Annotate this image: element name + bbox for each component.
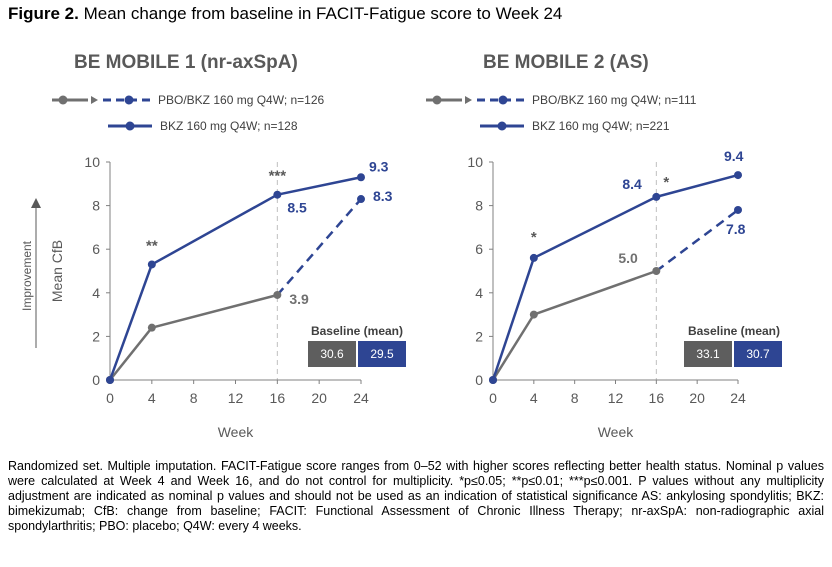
series-bkz-point <box>357 173 365 182</box>
x-tick-label: 0 <box>489 390 497 406</box>
data-label-pbo: 8.3 <box>373 188 393 204</box>
series-bkz-segment <box>533 195 657 260</box>
baseline-title-2: Baseline (mean) <box>687 324 781 338</box>
baseline-box-2: Baseline (mean) 33.1 30.7 <box>684 324 784 368</box>
y-tick-label: 4 <box>475 285 483 301</box>
series-bkz-segment <box>108 264 154 381</box>
y-tick-label: 10 <box>467 154 483 170</box>
data-label-bkz: 8.5 <box>287 200 307 216</box>
series-pbo-point <box>147 323 156 332</box>
baseline-pbo-value: 30.6 <box>308 341 356 367</box>
legend-item-pbo-2: PBO/BKZ 160 mg Q4W; n=111 <box>420 90 750 110</box>
y-axis-title: Mean CfB <box>49 240 65 302</box>
data-label-bkz: 8.4 <box>622 176 642 192</box>
x-tick-label: 16 <box>649 390 665 406</box>
baseline-bkz-value: 29.5 <box>358 341 406 367</box>
series-bkz-point <box>734 171 742 180</box>
baseline-box-1: Baseline (mean) 30.6 29.5 <box>308 324 406 368</box>
y-tick-label: 0 <box>92 372 100 388</box>
legend-label-bkz-2: BKZ 160 mg Q4W; n=221 <box>532 119 670 133</box>
series-pbo-point <box>273 290 282 299</box>
y-tick-label: 0 <box>475 372 483 388</box>
series-bkz-segment <box>656 173 739 199</box>
series-bkz-point <box>489 376 497 384</box>
data-label-pbo: 5.0 <box>618 250 638 266</box>
legend-swatch-pbo <box>52 95 150 105</box>
x-tick-label: 8 <box>571 390 579 406</box>
legend-item-bkz: BKZ 160 mg Q4W; n=128 <box>106 116 386 136</box>
y-tick-label: 6 <box>92 241 100 257</box>
significance-marker: ** <box>146 237 158 254</box>
series-bkz-point <box>529 253 538 262</box>
legend-label-pbo-2: PBO/BKZ 160 mg Q4W; n=111 <box>532 93 697 107</box>
significance-marker: * <box>531 229 537 246</box>
series-bkz-point <box>106 376 114 384</box>
y-tick-label: 6 <box>475 241 483 257</box>
series-pbo-point <box>529 310 538 319</box>
x-tick-label: 20 <box>311 390 327 406</box>
baseline-bkz-value-2: 30.7 <box>734 341 782 367</box>
x-tick-label: 0 <box>106 390 114 406</box>
series-bkz-segment <box>151 193 278 266</box>
series-pbo-segment <box>151 293 278 329</box>
y-tick-label: 2 <box>475 328 483 344</box>
legend-item-pbo: PBO/BKZ 160 mg Q4W; n=126 <box>46 90 376 110</box>
data-label-bkz: 9.3 <box>369 158 389 174</box>
y-tick-label: 10 <box>84 154 100 170</box>
improvement-arrow-head <box>31 198 41 208</box>
data-label-pbo: 7.8 <box>726 221 746 237</box>
x-tick-label: 4 <box>530 390 538 406</box>
series-bkz-point <box>147 260 156 269</box>
x-axis-title: Week <box>598 424 635 440</box>
y-tick-label: 8 <box>475 198 483 214</box>
x-tick-label: 16 <box>270 390 286 406</box>
series-pbo-point <box>734 205 742 214</box>
figure-title: Figure 2. Mean change from baseline in F… <box>8 4 562 24</box>
x-axis-title: Week <box>218 424 255 440</box>
panel-2-title: BE MOBILE 2 (AS) <box>483 52 649 73</box>
baseline-title: Baseline (mean) <box>310 324 404 338</box>
x-tick-label: 12 <box>608 390 624 406</box>
data-label-bkz: 9.4 <box>724 148 744 164</box>
series-pbo-point <box>357 195 365 204</box>
y-tick-label: 4 <box>92 285 100 301</box>
y-tick-label: 2 <box>92 328 100 344</box>
significance-marker: * <box>663 174 669 191</box>
x-tick-label: 12 <box>228 390 244 406</box>
series-pbo-segment <box>533 269 657 316</box>
series-pbo-point <box>652 267 661 275</box>
series-pbo-segment <box>655 208 739 273</box>
legend-swatch-pbo-2 <box>426 95 524 105</box>
series-pbo-segment <box>491 313 535 381</box>
series-bkz-segment <box>277 176 362 196</box>
x-tick-label: 24 <box>353 390 369 406</box>
legend-swatch-bkz <box>108 121 152 131</box>
series-bkz-point <box>652 192 661 201</box>
series-pbo-segment <box>276 198 362 296</box>
legend-swatch-bkz-2 <box>480 121 524 131</box>
series-bkz-segment <box>491 257 536 381</box>
y-tick-label: 8 <box>92 198 100 214</box>
significance-marker: *** <box>269 168 287 185</box>
series-bkz-point <box>273 190 282 199</box>
legend-label-bkz: BKZ 160 mg Q4W; n=128 <box>160 119 298 133</box>
figure-label: Figure 2. <box>8 4 79 23</box>
series-pbo-segment <box>109 326 153 381</box>
figure-title-text: Mean change from baseline in FACIT-Fatig… <box>78 4 563 23</box>
x-tick-label: 4 <box>148 390 156 406</box>
x-tick-label: 20 <box>689 390 705 406</box>
panel-1-title: BE MOBILE 1 (nr-axSpA) <box>74 52 298 73</box>
footnote: Randomized set. Multiple imputation. FAC… <box>8 459 824 533</box>
legend-item-bkz-2: BKZ 160 mg Q4W; n=221 <box>478 116 758 136</box>
baseline-pbo-value-2: 33.1 <box>684 341 732 367</box>
legend-label-pbo: PBO/BKZ 160 mg Q4W; n=126 <box>158 93 325 107</box>
data-label-pbo: 3.9 <box>289 291 309 307</box>
x-tick-label: 8 <box>190 390 198 406</box>
improvement-label: Improvement <box>20 240 34 311</box>
x-tick-label: 24 <box>730 390 746 406</box>
